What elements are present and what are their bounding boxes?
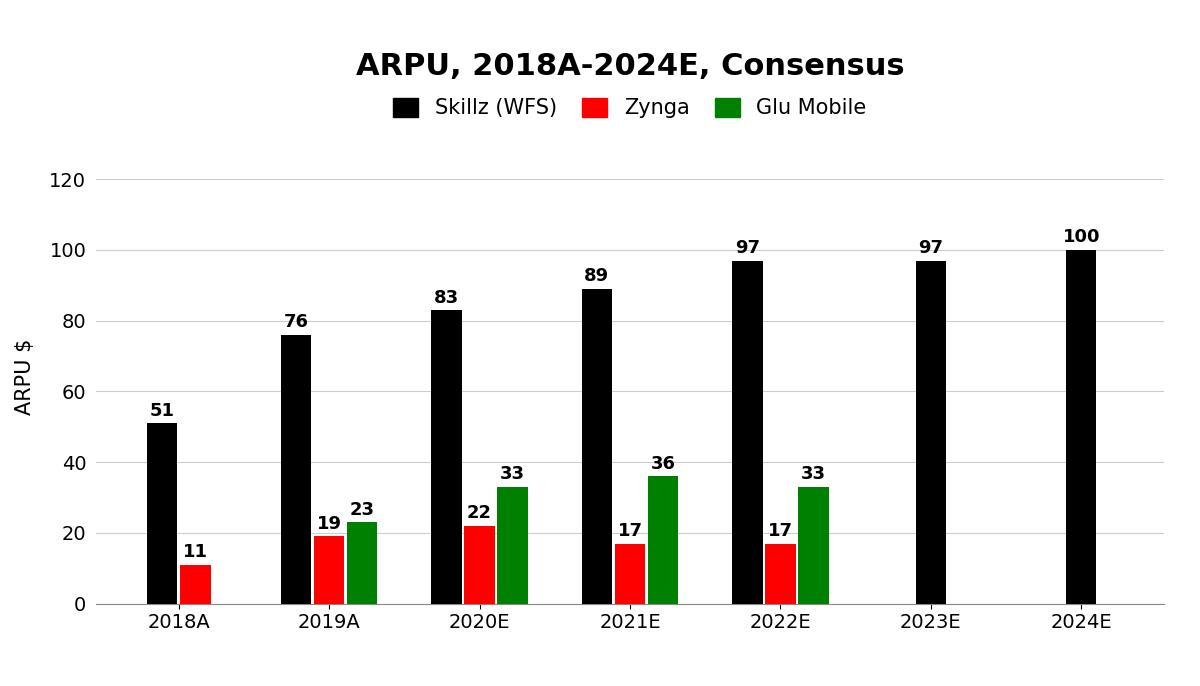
Bar (431, 310, 462, 604)
Text: 17: 17 (618, 522, 642, 540)
Text: 11: 11 (182, 543, 208, 561)
Bar (648, 476, 678, 604)
Text: 97: 97 (918, 239, 943, 257)
Text: 76: 76 (283, 314, 308, 331)
Text: 22: 22 (467, 504, 492, 522)
Bar (314, 536, 344, 604)
Bar (1066, 250, 1097, 604)
Text: 36: 36 (650, 455, 676, 473)
Text: 17: 17 (768, 522, 793, 540)
Legend: Skillz (WFS), Zynga, Glu Mobile: Skillz (WFS), Zynga, Glu Mobile (394, 98, 866, 119)
Bar (281, 335, 311, 604)
Text: 51: 51 (150, 402, 175, 420)
Text: 100: 100 (1062, 228, 1100, 246)
Bar (464, 526, 494, 604)
Bar (732, 261, 762, 604)
Text: 33: 33 (500, 465, 526, 484)
Bar (614, 543, 646, 604)
Bar (916, 261, 946, 604)
Bar (798, 487, 829, 604)
Text: 19: 19 (317, 515, 342, 533)
Title: ARPU, 2018A-2024E, Consensus: ARPU, 2018A-2024E, Consensus (355, 51, 905, 80)
Bar (498, 487, 528, 604)
Text: 23: 23 (349, 501, 374, 519)
Bar (180, 565, 210, 604)
Text: 33: 33 (802, 465, 826, 484)
Bar (582, 289, 612, 604)
Y-axis label: ARPU $: ARPU $ (16, 339, 35, 416)
Bar (146, 423, 178, 604)
Bar (766, 543, 796, 604)
Text: 89: 89 (584, 268, 610, 285)
Bar (347, 522, 378, 604)
Text: 97: 97 (734, 239, 760, 257)
Text: 83: 83 (434, 289, 460, 307)
